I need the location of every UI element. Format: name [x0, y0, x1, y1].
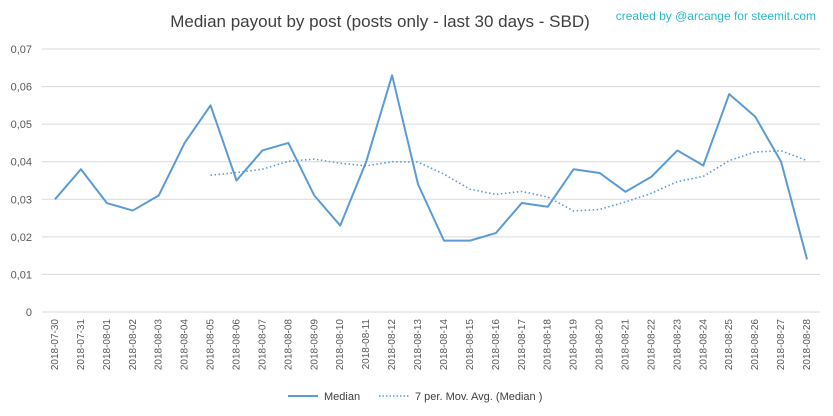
- x-tick-label: 2018-07-30: [50, 319, 61, 371]
- x-tick-label: 2018-08-09: [309, 319, 320, 371]
- x-axis-ticks: 2018-07-30 2018-07-31 2018-08-01 2018-08-02…: [50, 319, 813, 371]
- x-tick-label: 2018-08-07: [257, 319, 268, 371]
- x-tick-label: 2018-08-25: [724, 319, 735, 371]
- series-line-median: [54, 74, 808, 260]
- x-tick-label: 2018-08-15: [465, 319, 476, 371]
- y-tick-label: 0,02: [11, 232, 32, 244]
- x-tick-label: 2018-08-27: [776, 319, 787, 371]
- y-tick-label: 0,01: [11, 269, 32, 281]
- x-tick-label: 2018-07-31: [76, 319, 87, 371]
- x-tick-label: 2018-08-01: [102, 319, 113, 371]
- x-tick-label: 2018-08-08: [283, 319, 294, 371]
- y-tick-label: 0,03: [11, 194, 32, 206]
- y-tick-label: 0,04: [11, 157, 32, 169]
- x-tick-label: 2018-08-24: [698, 319, 709, 371]
- x-tick-label: 2018-08-06: [232, 319, 243, 371]
- y-tick-label: 0,07: [11, 44, 32, 56]
- x-tick-label: 2018-08-16: [491, 319, 502, 371]
- x-tick-label: 2018-08-20: [595, 319, 606, 371]
- chart-credit: created by @arcange for steemit.com: [616, 9, 816, 23]
- x-tick-label: 2018-08-03: [154, 319, 165, 371]
- x-tick-label: 2018-08-10: [335, 319, 346, 371]
- x-tick-label: 2018-08-26: [750, 319, 761, 371]
- y-tick-label: 0,06: [11, 82, 32, 94]
- x-tick-label: 2018-08-19: [569, 319, 580, 371]
- legend: Median 7 per. Mov. Avg. (Median ): [288, 391, 542, 403]
- x-tick-label: 2018-08-02: [128, 319, 139, 371]
- x-tick-label: 2018-08-23: [672, 319, 683, 371]
- x-tick-label: 2018-08-05: [206, 319, 217, 371]
- x-tick-label: 2018-08-28: [802, 319, 813, 371]
- legend-label-median: Median: [324, 391, 360, 403]
- x-tick-label: 2018-08-04: [180, 319, 191, 371]
- series-lines: [54, 74, 808, 260]
- grid-lines: [42, 48, 820, 313]
- chart-title: Median payout by post (posts only - last…: [170, 12, 590, 31]
- y-axis-ticks: 0 0,01 0,02 0,03 0,04 0,05 0,06 0,07: [11, 44, 32, 319]
- x-tick-label: 2018-08-12: [387, 319, 398, 371]
- x-tick-label: 2018-08-14: [439, 319, 450, 371]
- x-tick-label: 2018-08-21: [621, 319, 632, 371]
- y-tick-label: 0,05: [11, 119, 32, 131]
- x-tick-label: 2018-08-17: [517, 319, 528, 371]
- x-tick-label: 2018-08-18: [543, 319, 554, 371]
- x-tick-label: 2018-08-22: [646, 319, 657, 371]
- legend-label-moving-average: 7 per. Mov. Avg. (Median ): [415, 391, 542, 403]
- series-line-moving-average: [210, 150, 808, 212]
- x-tick-label: 2018-08-13: [413, 319, 424, 371]
- y-tick-label: 0: [26, 307, 32, 319]
- x-tick-label: 2018-08-11: [361, 319, 372, 370]
